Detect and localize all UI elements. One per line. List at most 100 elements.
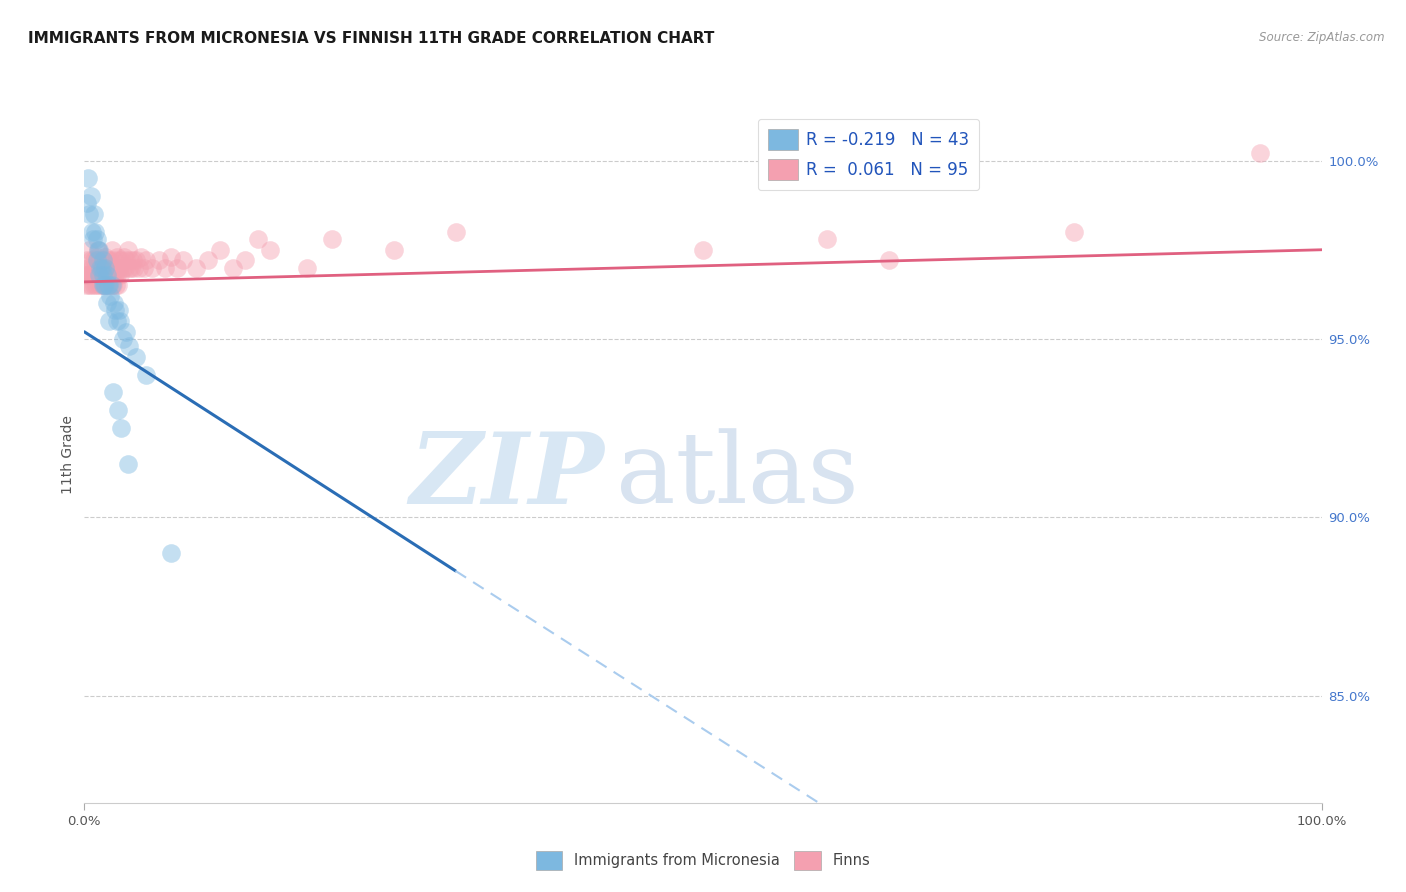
Point	[87, 278, 110, 293]
Point	[132, 260, 155, 275]
Point	[79, 253, 101, 268]
Point	[97, 278, 120, 293]
Point	[98, 278, 121, 293]
Point	[79, 207, 101, 221]
Point	[89, 260, 111, 275]
Point	[122, 260, 145, 275]
Point	[118, 260, 141, 275]
Point	[104, 303, 127, 318]
Point	[83, 268, 105, 282]
Point	[94, 250, 117, 264]
Point	[83, 253, 105, 268]
Point	[98, 314, 121, 328]
Point	[89, 253, 111, 268]
Point	[153, 260, 176, 275]
Point	[97, 278, 120, 293]
Point	[76, 196, 98, 211]
Point	[89, 268, 111, 282]
Text: ZIP: ZIP	[409, 427, 605, 524]
Point	[692, 243, 714, 257]
Point	[197, 253, 219, 268]
Point	[107, 278, 129, 293]
Point	[125, 350, 148, 364]
Point	[107, 403, 129, 417]
Point	[91, 253, 114, 268]
Point	[382, 243, 405, 257]
Point	[101, 268, 124, 282]
Point	[135, 253, 157, 268]
Point	[90, 260, 112, 275]
Point	[128, 260, 150, 275]
Point	[117, 243, 139, 257]
Point	[97, 253, 120, 268]
Point	[79, 268, 101, 282]
Point	[83, 207, 105, 221]
Point	[86, 232, 108, 246]
Point	[93, 278, 115, 293]
Point	[77, 278, 100, 293]
Point	[80, 225, 103, 239]
Point	[129, 250, 152, 264]
Point	[160, 250, 183, 264]
Point	[86, 268, 108, 282]
Point	[89, 243, 111, 257]
Point	[100, 278, 122, 293]
Point	[96, 268, 118, 282]
Point	[111, 332, 134, 346]
Point	[114, 260, 136, 275]
Point	[75, 268, 97, 282]
Point	[877, 253, 900, 268]
Point	[91, 253, 114, 268]
Point	[121, 253, 143, 268]
Point	[233, 253, 256, 268]
Point	[96, 296, 118, 310]
Point	[166, 260, 188, 275]
Point	[104, 260, 127, 275]
Point	[84, 260, 107, 275]
Point	[98, 260, 121, 275]
Point	[91, 268, 114, 282]
Point	[96, 260, 118, 275]
Point	[117, 457, 139, 471]
Point	[89, 268, 111, 282]
Point	[125, 253, 148, 268]
Point	[98, 268, 121, 282]
Point	[83, 278, 105, 293]
Text: atlas: atlas	[616, 428, 859, 524]
Point	[101, 260, 124, 275]
Point	[222, 260, 245, 275]
Point	[105, 268, 128, 282]
Point	[110, 421, 132, 435]
Point	[100, 243, 122, 257]
Point	[115, 325, 138, 339]
Point	[101, 385, 124, 400]
Point	[141, 260, 163, 275]
Point	[135, 368, 157, 382]
Point	[76, 268, 98, 282]
Point	[148, 253, 170, 268]
Point	[84, 278, 107, 293]
Point	[87, 243, 110, 257]
Point	[120, 260, 142, 275]
Point	[104, 278, 127, 293]
Point	[1063, 225, 1085, 239]
Point	[103, 296, 125, 310]
Point	[75, 278, 97, 293]
Point	[80, 260, 103, 275]
Point	[91, 278, 114, 293]
Point	[82, 232, 104, 246]
Text: Source: ZipAtlas.com: Source: ZipAtlas.com	[1260, 31, 1385, 45]
Point	[94, 278, 117, 293]
Point	[184, 260, 207, 275]
Point	[107, 260, 129, 275]
Point	[103, 278, 125, 293]
Point	[444, 225, 467, 239]
Point	[103, 253, 125, 268]
Point	[82, 268, 104, 282]
Point	[94, 268, 117, 282]
Point	[246, 232, 269, 246]
Point	[82, 268, 104, 282]
Legend: Immigrants from Micronesia, Finns: Immigrants from Micronesia, Finns	[530, 845, 876, 876]
Point	[105, 250, 128, 264]
Point	[110, 260, 132, 275]
